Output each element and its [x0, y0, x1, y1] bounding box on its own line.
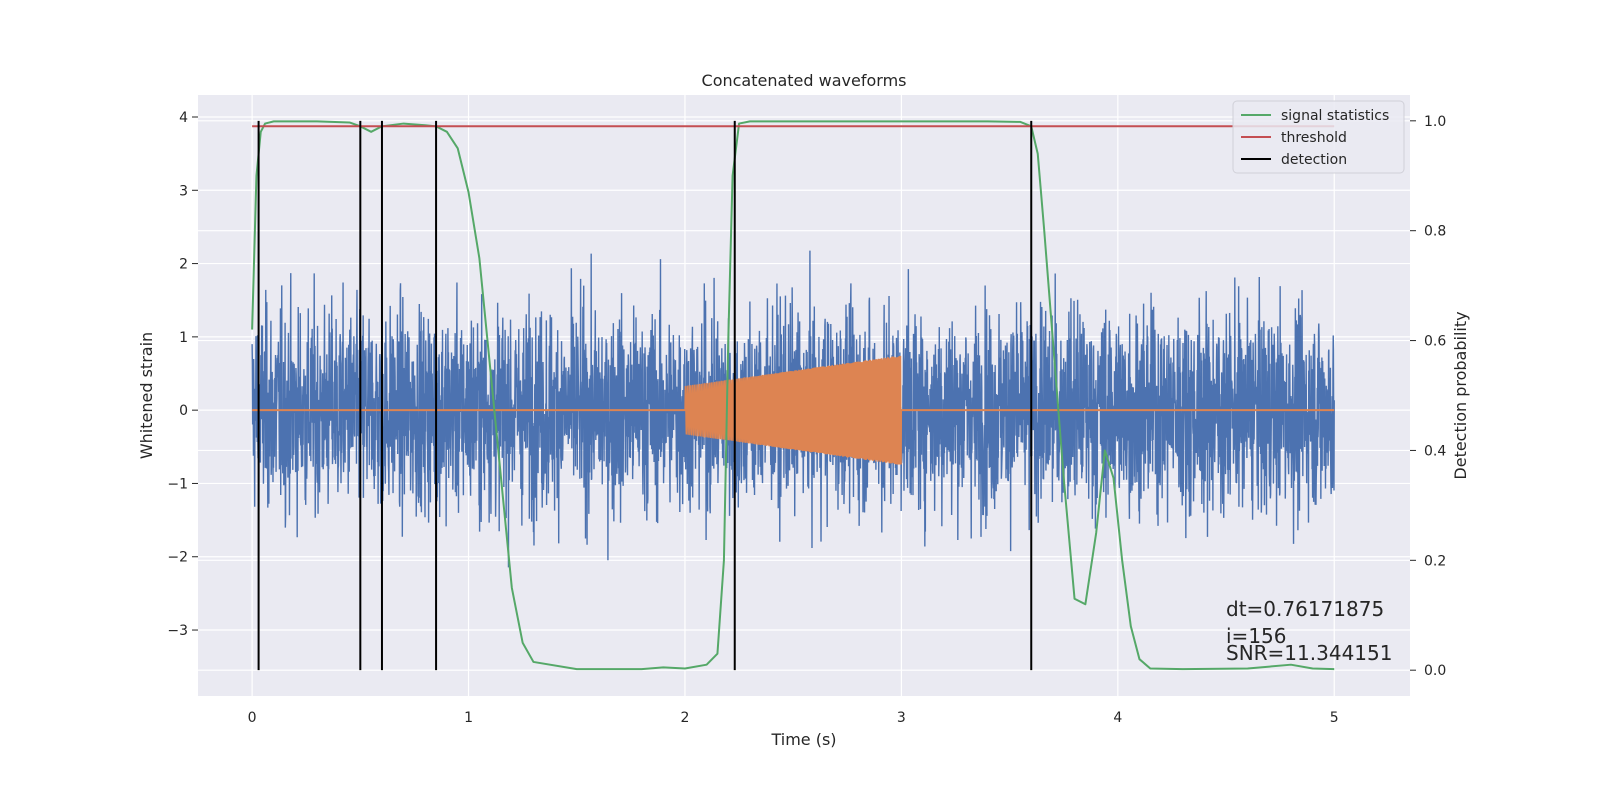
y-tick-label: 3 [179, 183, 188, 199]
y2-axis-label: Detection probability [1451, 311, 1470, 479]
x-axis-ticks: 0 1 2 3 4 5 [248, 710, 1339, 726]
y-axis-ticks: −3 −2 −1 0 1 2 3 4 [167, 110, 198, 639]
legend-label: threshold [1281, 130, 1347, 146]
y2-tick-label: 0.6 [1424, 334, 1446, 350]
y2-tick-label: 0.2 [1424, 553, 1446, 569]
y2-tick-label: 1.0 [1424, 114, 1446, 130]
y-tick-label: −3 [167, 623, 188, 639]
legend: signal statistics threshold detection [1232, 100, 1405, 174]
strain-noise-line [251, 250, 1335, 568]
annotation-text: dt=0.76171875 [1226, 597, 1384, 621]
y-tick-label: 0 [179, 403, 188, 419]
y2-tick-label: 0.0 [1424, 663, 1446, 679]
legend-label: detection [1281, 152, 1347, 168]
y-axis-label: Whitened strain [137, 332, 156, 459]
chart-title: Concatenated waveforms [702, 71, 907, 90]
legend-label: signal statistics [1281, 108, 1389, 124]
x-tick-label: 2 [681, 710, 690, 726]
injected-signal-line [684, 355, 903, 465]
legend-box [1232, 100, 1405, 174]
x-tick-label: 5 [1330, 710, 1339, 726]
x-tick-label: 3 [897, 710, 906, 726]
y-tick-label: −1 [167, 476, 188, 492]
y-tick-label: 4 [179, 110, 188, 126]
y2-tick-label: 0.4 [1424, 443, 1446, 459]
y2-axis-ticks: 0.0 0.2 0.4 0.6 0.8 1.0 [1410, 114, 1446, 679]
plot-lines [251, 120, 1335, 671]
y-tick-label: −2 [167, 550, 188, 566]
annotation-text: SNR=11.344151 [1226, 641, 1392, 665]
x-tick-label: 0 [248, 710, 257, 726]
annotation-text: i=156 [1226, 624, 1287, 648]
y-tick-label: 2 [179, 257, 188, 273]
x-tick-label: 1 [464, 710, 473, 726]
x-tick-label: 4 [1113, 710, 1122, 726]
x-axis-label: Time (s) [770, 730, 836, 749]
y2-tick-label: 0.8 [1424, 224, 1446, 240]
y-tick-label: 1 [179, 330, 188, 346]
